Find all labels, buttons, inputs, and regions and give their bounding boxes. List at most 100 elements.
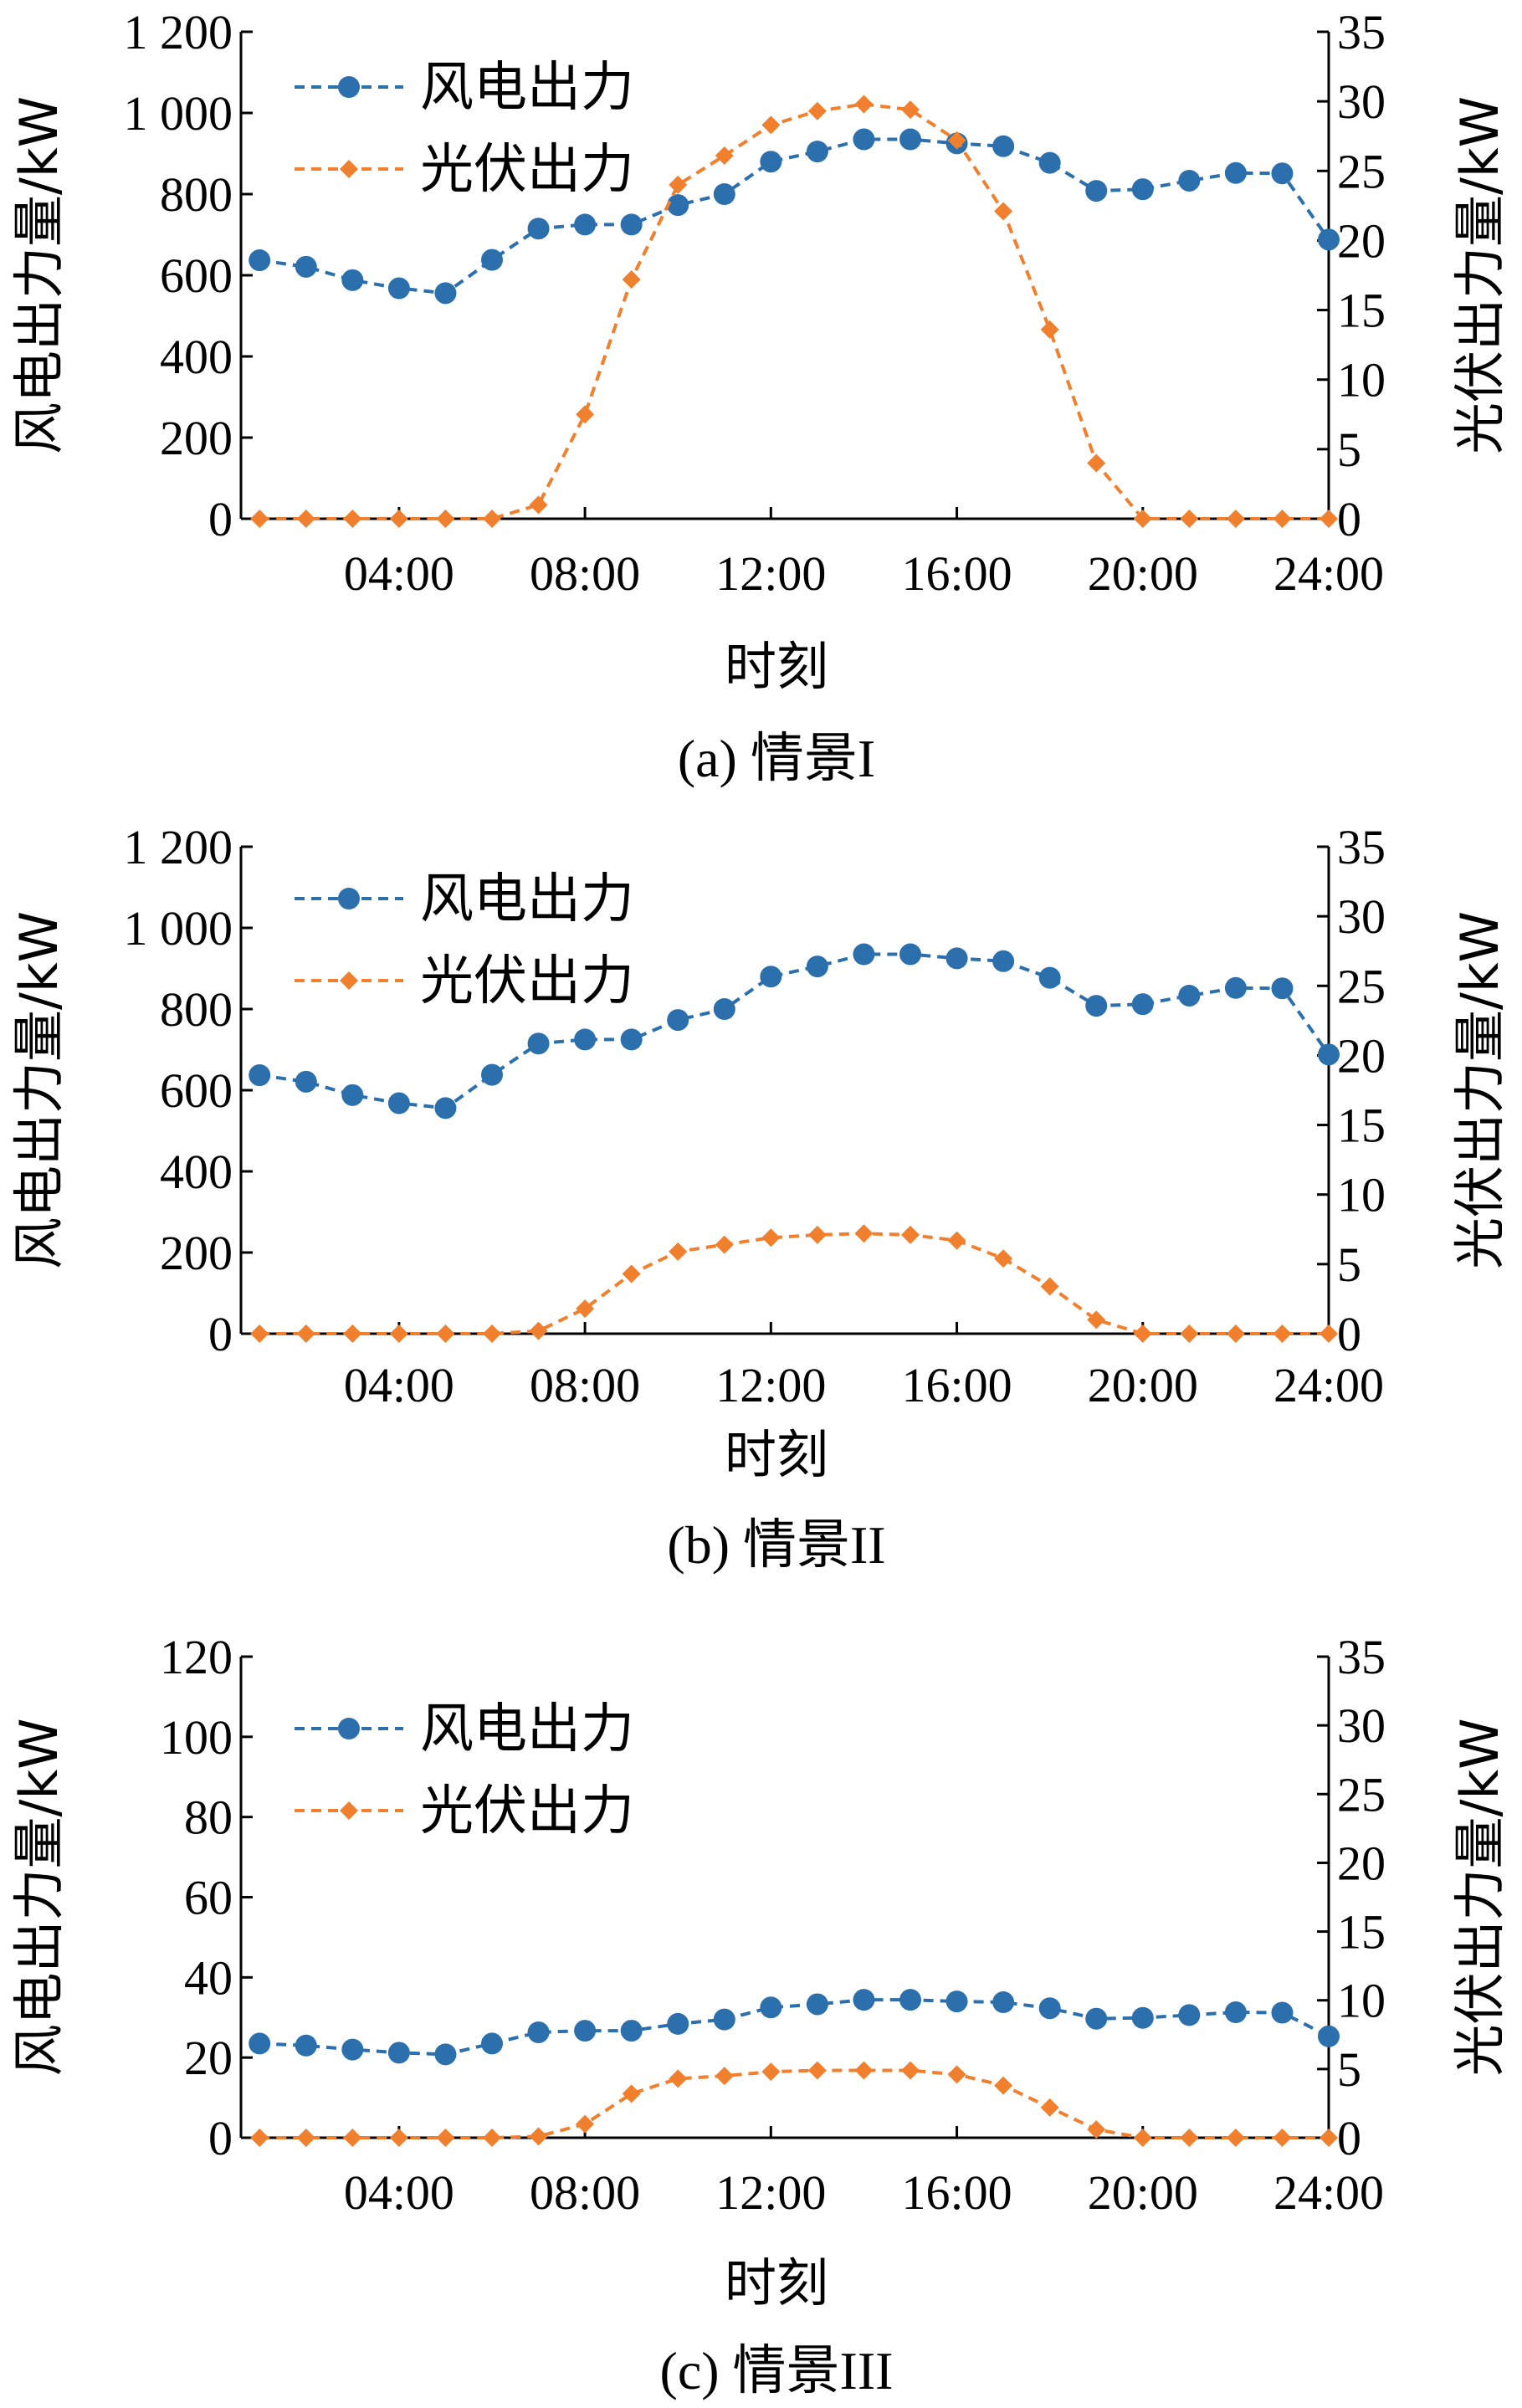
pv-data-point (1040, 2098, 1059, 2117)
pv-data-point (250, 510, 269, 528)
wind-data-point (899, 1989, 921, 2011)
pv-data-point (296, 510, 315, 528)
pv-data-point (343, 510, 362, 528)
left-y-tick-label: 1 000 (124, 86, 233, 141)
chart-panel-a: 0 200 400 600 800 1 000 1 200 0 5 10 15 20 25 30 35 04:… (8, 5, 1510, 788)
wind-data-point (249, 1064, 271, 1087)
x-tick-label: 12:00 (715, 1358, 826, 1412)
wind-data-point (667, 2012, 689, 2035)
pv-data-point (994, 1249, 1013, 1268)
wind-data-point (295, 2034, 317, 2057)
pv-data-point (901, 2061, 920, 2080)
pv-data-point (343, 1324, 362, 1343)
x-tick-label: 08:00 (530, 2165, 640, 2220)
wind-data-point (853, 128, 875, 151)
pv-data-point (250, 2129, 269, 2147)
left-y-tick-label: 120 (160, 1630, 233, 1684)
wind-data-point (760, 151, 782, 173)
wind-series-line (259, 1998, 1330, 2057)
legend-label-wind: 风电出力 (420, 868, 634, 930)
right-y-tick-label: 25 (1337, 144, 1386, 198)
wind-data-point (527, 1032, 550, 1055)
pv-data-point (483, 1324, 501, 1343)
wind-data-point (295, 255, 317, 278)
right-y-tick-label: 15 (1337, 1099, 1386, 1153)
x-tick-label: 04:00 (344, 546, 454, 601)
pv-data-point (576, 2114, 595, 2134)
wind-data-point (1271, 977, 1294, 1000)
x-tick-label: 20:00 (1088, 546, 1198, 601)
right-y-tick-label: 5 (1337, 2042, 1361, 2097)
wind-data-point (1085, 995, 1108, 1017)
pv-data-point (343, 2129, 362, 2147)
pv-data-point (947, 131, 966, 150)
wind-data-point (481, 248, 503, 271)
left-y-tick-label: 0 (208, 492, 233, 546)
wind-data-point (620, 2020, 643, 2042)
pv-data-point (1273, 510, 1292, 528)
pv-data-point (669, 1242, 688, 1261)
wind-data-point (574, 1028, 597, 1051)
left-y-tick-label: 0 (208, 2111, 233, 2165)
wind-data-point (760, 966, 782, 988)
left-y-tick-label: 100 (160, 1710, 233, 1765)
pv-data-point (1226, 510, 1245, 528)
legend-marker-wind (338, 888, 360, 909)
left-y-tick-label: 800 (160, 982, 233, 1037)
pv-series-line (259, 2068, 1329, 2139)
pv-data-point (1320, 2129, 1338, 2147)
right-y-tick-label: 5 (1337, 423, 1361, 477)
left-y-tick-label: 60 (184, 1871, 233, 1925)
wind-data-point (1224, 161, 1247, 184)
left-y-tick-label: 200 (160, 411, 233, 465)
right-y-axis-label: 光伏出力量/kW (1449, 911, 1510, 1269)
wind-data-point (1178, 984, 1201, 1007)
wind-data-point (574, 2020, 597, 2042)
wind-data-point (1085, 180, 1108, 202)
pv-data-point (1320, 510, 1338, 528)
pv-data-point (483, 2129, 501, 2147)
pv-data-point (529, 495, 548, 515)
wind-data-point (249, 2032, 271, 2055)
wind-data-point (667, 1009, 689, 1032)
pv-data-point (1133, 1324, 1152, 1343)
pv-data-point (576, 1299, 595, 1319)
left-y-tick-label: 1 200 (124, 820, 233, 874)
pv-data-point (436, 510, 455, 528)
pv-data-point (1180, 2129, 1199, 2147)
pv-data-point (436, 1324, 455, 1343)
pv-data-point (389, 510, 408, 528)
right-y-tick-label: 0 (1337, 1307, 1361, 1361)
pv-data-point (1273, 1324, 1292, 1343)
wind-data-point (1131, 178, 1154, 201)
pv-data-point (1087, 1310, 1106, 1330)
pv-data-point (389, 2129, 408, 2147)
left-y-tick-label: 400 (160, 1145, 233, 1199)
x-tick-label: 16:00 (901, 1358, 1012, 1412)
pv-data-point (296, 2129, 315, 2147)
right-y-tick-label: 10 (1337, 353, 1386, 407)
pv-series-line (259, 1232, 1329, 1335)
x-tick-label: 24:00 (1273, 546, 1384, 601)
legend-label-pv: 光伏出力 (420, 1780, 634, 1842)
x-tick-label: 24:00 (1273, 2165, 1384, 2220)
wind-data-point (620, 213, 643, 236)
pv-data-point (854, 1224, 874, 1243)
pv-data-point (761, 115, 781, 135)
wind-data-point (713, 998, 735, 1020)
legend-label-wind: 风电出力 (420, 1698, 634, 1760)
pv-data-point (576, 405, 595, 424)
pv-data-point (715, 1235, 734, 1254)
wind-data-point (1038, 966, 1061, 989)
wind-data-point (667, 194, 689, 217)
pv-data-point (1087, 2120, 1106, 2139)
right-y-tick-label: 15 (1337, 1905, 1386, 1960)
wind-data-point (434, 282, 457, 305)
panel-caption: (b) 情景II (667, 1515, 885, 1575)
left-y-tick-label: 0 (208, 1307, 233, 1361)
right-y-axis-label: 光伏出力量/kW (1449, 96, 1510, 454)
x-axis-label: 时刻 (725, 636, 828, 697)
wind-data-point (1131, 993, 1154, 1016)
left-y-axis-label: 风电出力量/kW (8, 911, 69, 1269)
wind-data-point (341, 2038, 364, 2061)
